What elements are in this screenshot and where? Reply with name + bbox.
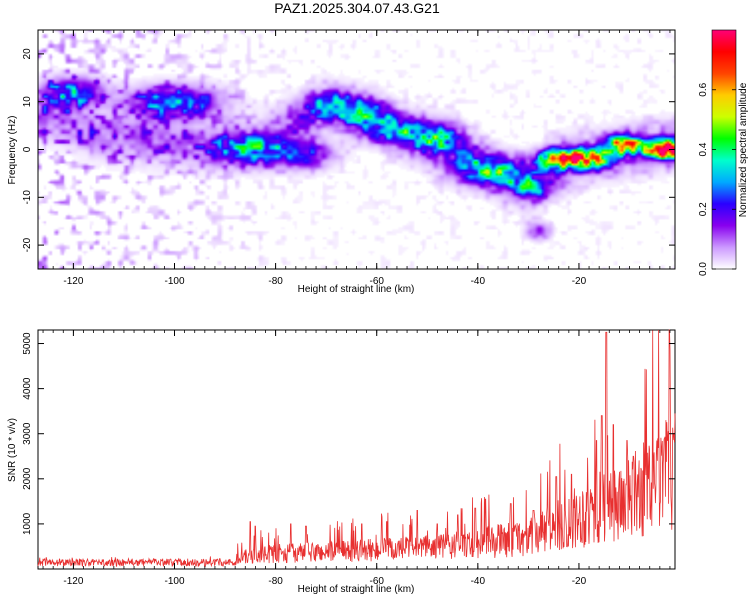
snr-y-tick-label: 3000	[22, 422, 33, 445]
spectrogram-x-tick-label: -100	[164, 276, 184, 287]
colorbar-tick-label: 0.4	[698, 142, 709, 156]
colorbar-tick-label: 0.6	[698, 82, 709, 96]
colorbar-label: Normalized spectral amplitude	[738, 82, 749, 217]
snr-x-tick-label: -120	[63, 576, 83, 587]
spectrogram-xlabel: Height of straight line (km)	[298, 284, 415, 295]
figure-title: PAZ1.2025.304.07.43.G21	[274, 0, 440, 16]
spectrogram-x-tick-label: -60	[369, 276, 384, 287]
spectrogram-y-tick-label: 20	[22, 48, 33, 60]
spectrogram-x-tick-label: -120	[63, 276, 83, 287]
snr-x-tick-label: -20	[572, 576, 587, 587]
snr-x-tick-label: -100	[164, 576, 184, 587]
spectrogram-heatmap	[38, 30, 675, 269]
colorbar: 0.0 0.2 0.4 0.6 Normalized spectral amplitu…	[698, 29, 749, 276]
spectrogram-x-tick-label: -40	[471, 276, 486, 287]
snr-y-tick-label: 4000	[22, 377, 33, 400]
colorbar-tick-label: 0.0	[698, 262, 709, 276]
spectrogram-x-tick-label: -80	[268, 276, 283, 287]
snr-x-tick-label: -40	[471, 576, 486, 587]
spectrogram-y-tick-label: 0	[22, 146, 33, 152]
snr-frame	[37, 329, 676, 570]
snr-y-tick-label: 2000	[22, 467, 33, 490]
colorbar-tick-label: 0.2	[698, 202, 709, 216]
snr-series-line	[37, 329, 676, 568]
spectrogram-y-tick-label: 10	[22, 96, 33, 108]
snr-panel: -120 -100 -80 -60 -40 -20 1000 2000 3000 4000 5000…	[7, 329, 676, 595]
spectrogram-ylabel: Frequency (Hz)	[7, 116, 18, 185]
spectrogram-x-tick-label: -20	[572, 276, 587, 287]
snr-x-tick-label: -80	[268, 576, 283, 587]
spectrogram-y-tick-label: -10	[22, 190, 33, 205]
snr-y-tick-label: 5000	[22, 332, 33, 355]
snr-x-tick-label: -60	[369, 576, 384, 587]
snr-xlabel: Height of straight line (km)	[298, 584, 415, 595]
snr-ylabel: SNR (10 * v/v)	[7, 418, 18, 482]
spectrogram-y-tick-label: -20	[22, 237, 33, 252]
snr-y-tick-label: 1000	[22, 512, 33, 535]
